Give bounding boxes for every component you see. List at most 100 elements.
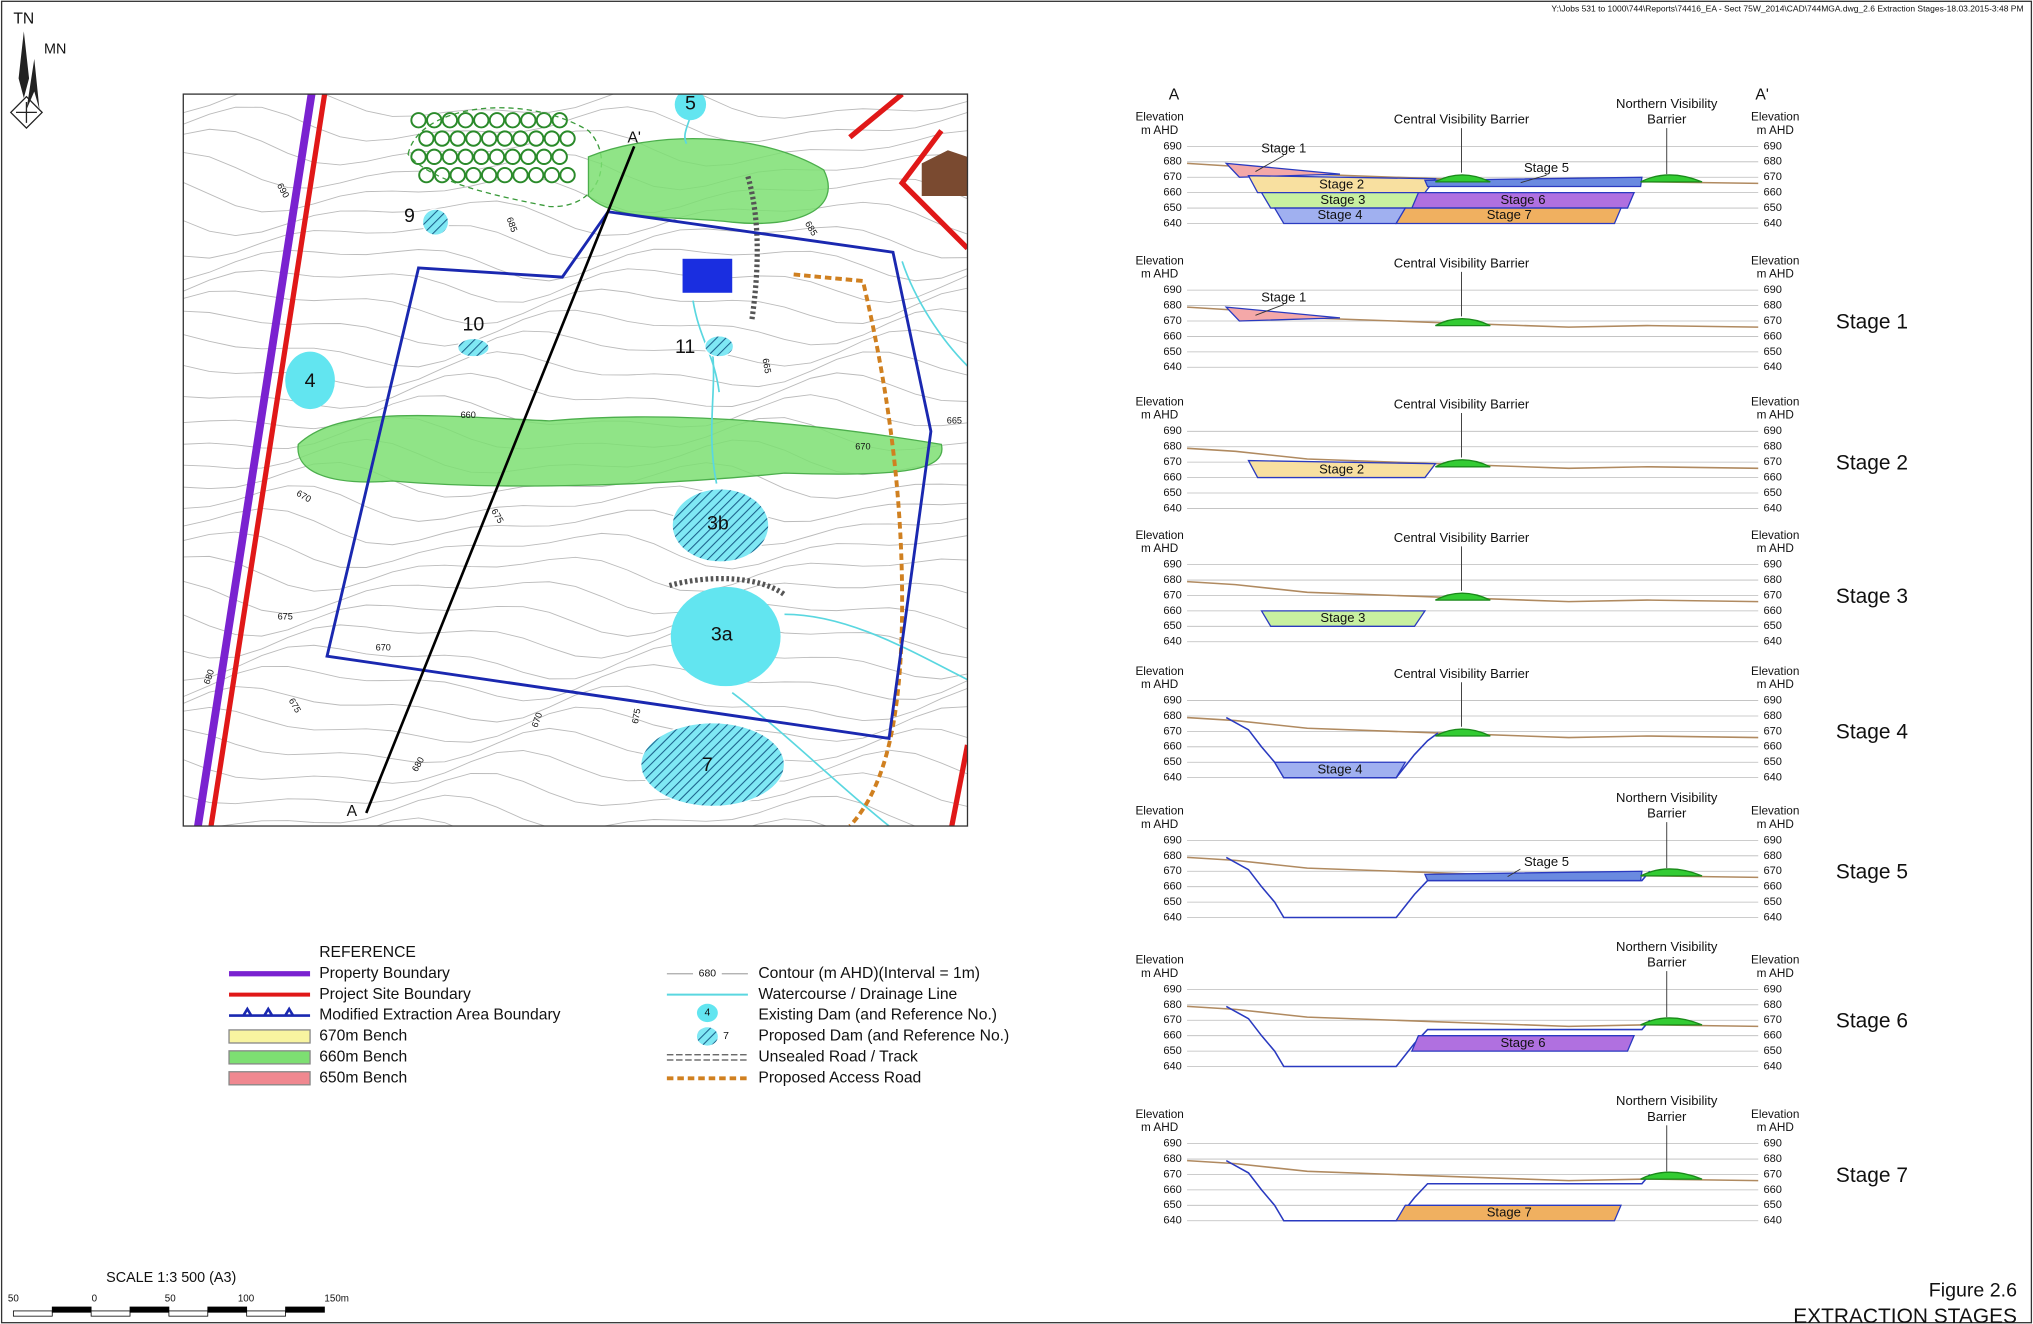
stage-label: Stage 6 [1500, 1035, 1545, 1050]
axis-label: m AHD [1757, 967, 1794, 980]
tree [528, 130, 545, 147]
elevation-tick: 690 [1163, 1138, 1182, 1150]
swatch [696, 1003, 718, 1023]
tree [520, 148, 537, 166]
dam-label: 3b [707, 512, 729, 534]
tree [543, 130, 561, 147]
scale-bar [207, 1306, 248, 1313]
tree [480, 130, 498, 147]
barrier-label: Central Visibility Barrier [1394, 112, 1530, 127]
tree [410, 148, 427, 166]
elevation-tick: 690 [1763, 284, 1782, 296]
cross-section: 690 690 680 680 670 670 660 660 650 650 640 640 Elev… [1135, 665, 1908, 784]
elevation-tick: 670 [1163, 1168, 1182, 1180]
stage-title: Stage 5 [1836, 861, 1908, 884]
axis-label: Elevation [1135, 954, 1183, 967]
visibility-barrier [1435, 728, 1491, 737]
dam-label: 4 [305, 370, 316, 392]
elevation-tick: 690 [1763, 1138, 1782, 1150]
stage-area [1395, 1204, 1622, 1222]
stage-label: Stage 5 [1524, 160, 1569, 175]
elevation-tick: 690 [1163, 694, 1182, 706]
visibility-barrier [1435, 318, 1491, 327]
tree [520, 112, 537, 129]
contour-line [183, 643, 968, 681]
tree [528, 166, 545, 184]
legend-item: Contour (m AHD)(Interval = 1m) [758, 965, 980, 982]
elevation-tick: 660 [1163, 187, 1182, 199]
elevation-tick: 650 [1763, 756, 1782, 768]
elevation-tick: 680 [1763, 156, 1782, 168]
elevation-tick: 640 [1163, 502, 1182, 514]
elevation-tick: 680 [1763, 999, 1782, 1011]
swatch [228, 1050, 311, 1065]
contour-line [183, 507, 968, 547]
elevation-tick: 660 [1163, 1184, 1182, 1196]
property-boundary [194, 94, 316, 827]
axis-label: Elevation [1135, 255, 1183, 268]
elevation-tick: 680 [1163, 999, 1182, 1011]
tree [449, 130, 466, 147]
elevation-tick: 690 [1163, 834, 1182, 846]
tree [496, 130, 513, 147]
legend-item: 660m Bench [319, 1049, 407, 1066]
project-site-boundary [848, 94, 968, 251]
pit-outline [1225, 1005, 1651, 1068]
stage-label: Stage 7 [1487, 207, 1532, 222]
stage-label: Stage 4 [1317, 761, 1362, 776]
stage-label: Stage 1 [1261, 140, 1306, 155]
elevation-tick: 670 [1163, 456, 1182, 468]
stage-area [1410, 191, 1636, 209]
leader [1520, 174, 1547, 184]
axis-label: Elevation [1135, 111, 1183, 124]
elevation-tick: 680 [1763, 710, 1782, 722]
axis-label: Elevation [1751, 111, 1799, 124]
contour-line [183, 555, 968, 592]
map-source: Base Map Source: Geo-Spectrum (Australia… [16, 1322, 388, 1324]
bench-660-middle [297, 414, 943, 487]
elevation-tick: 670 [1163, 171, 1182, 183]
stage-area [1224, 306, 1341, 322]
elevation-tick: 660 [1763, 605, 1782, 617]
contour-label: 660 [461, 410, 476, 420]
file-path: Y:\Jobs 531 to 1000\744\Reports\74416_EA… [1551, 3, 2023, 13]
scale-tick-label: 50 [165, 1294, 176, 1305]
axis-label: m AHD [1141, 409, 1178, 422]
scale-tick-label: 0 [92, 1294, 98, 1305]
legend-item: Existing Dam (and Reference No.) [758, 1007, 997, 1024]
contour-label: 680 [202, 668, 217, 686]
stage-label: Stage 5 [1524, 854, 1569, 869]
elevation-tick: 650 [1763, 1045, 1782, 1057]
elevation-tick: 690 [1763, 694, 1782, 706]
elevation-tick: 650 [1763, 346, 1782, 358]
stage-area [1224, 162, 1341, 178]
cross-section: 690 690 680 680 670 670 660 660 650 650 640 640 Elev… [1135, 1093, 1908, 1226]
tree [488, 148, 506, 166]
stage-area [1247, 459, 1437, 479]
elevation-tick: 650 [1763, 896, 1782, 908]
elevation-tick: 650 [1163, 487, 1182, 499]
axis-label: m AHD [1757, 818, 1794, 831]
elevation-tick: 640 [1763, 217, 1782, 229]
contour-line [183, 749, 968, 784]
barrier-label: Northern Visibility [1616, 1093, 1718, 1108]
visibility-barrier [1435, 174, 1491, 183]
stage-title: Stage 7 [1836, 1164, 1908, 1187]
elevation-tick: 680 [1163, 156, 1182, 168]
tree [457, 148, 474, 166]
elevation-tick: 640 [1163, 1215, 1182, 1227]
dam-label: 11 [675, 336, 695, 358]
contour-line [183, 248, 968, 282]
elevation-tick: 690 [1163, 559, 1182, 571]
stage-area [1423, 176, 1643, 188]
axis-label: m AHD [1141, 542, 1178, 555]
proposed-access-road [793, 272, 905, 827]
ground-profile [1187, 580, 1759, 603]
tree [543, 166, 561, 184]
elevation-tick: 660 [1163, 881, 1182, 893]
legend-sample: 7 [723, 1031, 729, 1042]
elevation-tick: 670 [1163, 725, 1182, 737]
elevation-tick: 640 [1163, 911, 1182, 923]
existing-dam [674, 94, 707, 121]
